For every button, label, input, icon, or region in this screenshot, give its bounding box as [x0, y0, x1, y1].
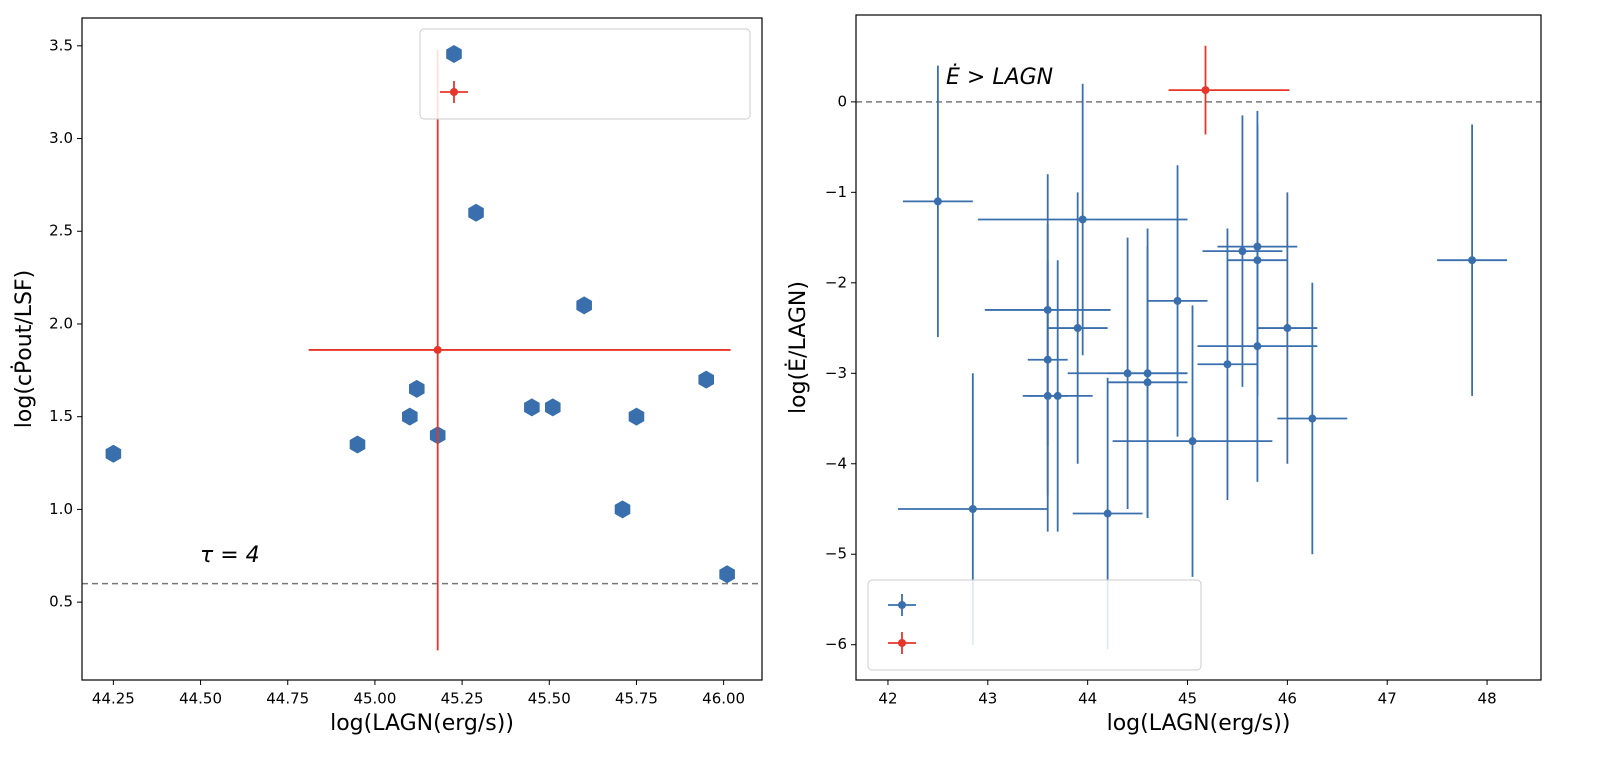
plot-frame — [855, 14, 1542, 681]
y-tick-label: 2.0 — [49, 314, 73, 332]
marker — [1283, 324, 1292, 333]
marker — [1201, 86, 1210, 95]
x-tick-label: 48 — [1478, 690, 1497, 708]
marker — [1078, 215, 1087, 224]
marker — [968, 505, 977, 513]
x-tick-label: 44.75 — [266, 690, 309, 708]
marker — [628, 407, 645, 426]
y-tick-label: 2.5 — [49, 222, 73, 240]
y-tick-label: 1.5 — [49, 407, 73, 425]
x-tick-label: 45.75 — [615, 690, 658, 708]
y-tick-label: 0.5 — [49, 593, 73, 611]
annotation: Ė > LAGN — [946, 64, 1053, 90]
marker — [544, 398, 561, 417]
y-tick-label: 3.5 — [49, 36, 73, 54]
marker — [1053, 391, 1062, 400]
marker — [933, 197, 942, 206]
marker — [1173, 296, 1182, 305]
y-axis-label: log(Ė/LAGN) — [785, 281, 811, 414]
marker — [1238, 247, 1247, 256]
legend-marker — [898, 601, 906, 609]
plot-frame — [81, 17, 763, 681]
x-axis-label: log(LAGN(erg/s)) — [330, 711, 514, 736]
y-tick-label: −1 — [825, 183, 847, 201]
marker — [1223, 360, 1232, 369]
x-axis-label: log(LAGN(erg/s)) — [1107, 711, 1291, 736]
marker — [719, 565, 735, 584]
x-tick-label: 46.00 — [702, 690, 745, 708]
annotation: τ = 4 — [200, 543, 260, 568]
legend-marker — [446, 45, 462, 63]
marker — [576, 296, 592, 315]
x-tick-label: 45.00 — [353, 690, 396, 708]
marker — [1143, 378, 1152, 387]
legend-marker — [898, 639, 906, 647]
x-tick-label: 45.50 — [528, 690, 571, 708]
marker — [1073, 324, 1082, 333]
y-axis-label: log(cṖout/LSF) — [11, 270, 37, 428]
y-tick-label: 0 — [837, 92, 847, 110]
marker — [1308, 414, 1317, 423]
x-tick-label: 44 — [1078, 690, 1097, 708]
x-tick-label: 44.25 — [92, 690, 135, 708]
x-tick-label: 43 — [978, 690, 997, 708]
marker — [524, 398, 540, 417]
y-tick-label: −2 — [825, 273, 847, 291]
x-tick-label: 46 — [1278, 690, 1297, 708]
y-tick-label: −3 — [825, 364, 847, 382]
marker — [1468, 256, 1477, 265]
marker — [698, 370, 714, 389]
marker — [1188, 437, 1197, 446]
marker — [433, 345, 442, 354]
marker — [614, 500, 631, 519]
legend-marker — [450, 88, 458, 96]
marker — [1253, 342, 1262, 351]
x-tick-label: 45.25 — [441, 690, 484, 708]
x-tick-label: 47 — [1378, 690, 1397, 708]
marker — [105, 444, 122, 463]
x-tick-label: 44.50 — [179, 690, 222, 708]
marker — [349, 435, 366, 454]
marker — [468, 203, 484, 222]
y-tick-label: 1.0 — [49, 500, 73, 518]
legend-box — [419, 28, 751, 120]
x-tick-label: 42 — [878, 690, 897, 708]
y-tick-label: −6 — [825, 635, 847, 653]
y-tick-label: −4 — [825, 454, 847, 472]
legend-box — [867, 579, 1202, 671]
y-tick-label: −5 — [825, 545, 847, 563]
x-tick-label: 45 — [1178, 690, 1197, 708]
y-tick-label: 3.0 — [49, 129, 73, 147]
marker — [408, 379, 425, 398]
marker — [402, 407, 418, 426]
marker — [1103, 509, 1112, 518]
